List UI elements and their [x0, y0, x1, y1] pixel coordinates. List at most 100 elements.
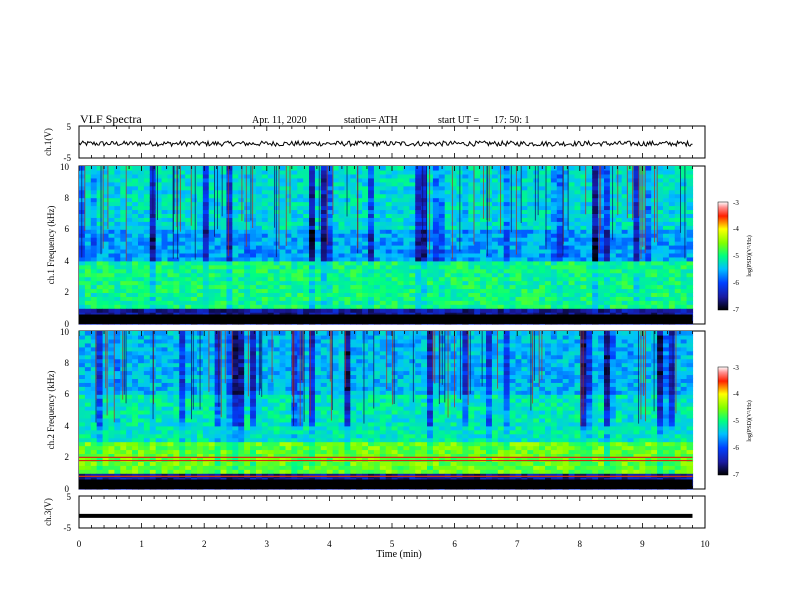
spectrogram-cell [108, 304, 115, 309]
spectrogram-cell [214, 248, 222, 254]
spectrogram-cell [586, 308, 593, 313]
spectrogram-cell [391, 209, 399, 214]
spectrogram-cell [167, 433, 174, 439]
spectrogram-cell [120, 205, 127, 211]
spectrogram-cell [196, 292, 204, 297]
spectrogram-cell [421, 197, 428, 203]
spectrogram-cell [480, 252, 487, 258]
spectrogram-cell [285, 169, 292, 175]
spectrogram-cell [179, 292, 186, 297]
spectrogram-cell [173, 362, 180, 368]
spectrogram-cell [191, 173, 198, 179]
spectrogram-cell [421, 209, 428, 214]
spectrogram-cell [415, 181, 422, 187]
spectrogram-cell [344, 272, 351, 278]
ch1-ytick-8: 8 [65, 193, 70, 203]
spectrogram-cell [645, 173, 652, 179]
spectrogram-cell [179, 350, 186, 356]
spectrogram-cell [497, 264, 505, 270]
spectrogram-cell [114, 461, 121, 466]
spectrogram-cell [657, 225, 664, 230]
spectrogram-cell [509, 256, 517, 262]
spectrogram-cell [497, 296, 505, 301]
spectrogram-cell [621, 256, 629, 262]
spectrogram-cell [368, 264, 375, 270]
spectrogram-cell [615, 209, 623, 214]
spectrogram-cell [415, 166, 422, 171]
spectrogram-cell [155, 197, 163, 203]
spectrogram-cell [598, 260, 605, 266]
spectrogram-cell [102, 429, 110, 435]
spectrogram-cell [432, 166, 440, 171]
spectrogram-cell [155, 229, 163, 234]
spectrogram-cell [468, 241, 475, 246]
spectrogram-cell [132, 237, 139, 242]
spectrogram-cell [432, 284, 440, 290]
spectrogram-cell [686, 221, 694, 226]
spectrogram-cell [598, 181, 605, 187]
spectrogram-cell [279, 221, 287, 226]
spectrogram-cell [114, 304, 121, 309]
spectrogram-cell [362, 248, 369, 254]
spectrogram-cell [657, 233, 664, 238]
spectrogram-cell [497, 268, 505, 274]
spectrogram-cell [344, 233, 351, 238]
spectrogram-cell [497, 237, 505, 242]
spectrogram-cell [96, 201, 104, 207]
spectrogram-cell [521, 209, 528, 214]
spectrogram-cell [373, 189, 381, 195]
spectrogram-cell [627, 245, 635, 250]
spectrogram-cell [651, 304, 658, 309]
spectrogram-cell [574, 221, 581, 226]
spectrogram-cell [320, 209, 328, 214]
spectrogram-cell [627, 268, 635, 274]
spectrogram-cell [220, 304, 228, 309]
spectrogram-cell [668, 292, 676, 297]
spectrogram-cell [497, 173, 505, 179]
spectrogram-cell [191, 300, 198, 305]
spectrogram-cell [350, 185, 357, 191]
spectrogram-cell [326, 288, 334, 293]
spectrogram-cell [403, 245, 410, 250]
spectrogram-cell [132, 252, 139, 258]
spectrogram-cell [586, 209, 593, 214]
spectrogram-cell [438, 217, 446, 222]
spectrogram-cell [497, 213, 505, 218]
spectrogram-cell [132, 241, 139, 246]
spectrogram-cell [232, 185, 239, 191]
spectrogram-cell [503, 245, 511, 250]
spectrogram-cell [598, 308, 605, 313]
spectrogram-cell [368, 308, 375, 313]
spectrogram-cell [592, 185, 599, 191]
spectrogram-cell [474, 229, 481, 234]
spectrogram-cell [167, 252, 174, 258]
spectrogram-cell [208, 169, 216, 175]
spectrogram-cell [326, 229, 334, 234]
spectrogram-cell [662, 205, 670, 211]
spectrogram-cell [84, 350, 92, 356]
spectrogram-cell [208, 233, 216, 238]
spectrogram-cell [491, 189, 499, 195]
spectrogram-cell [497, 308, 505, 313]
spectrogram-cell [84, 421, 92, 427]
spectrogram-cell [79, 394, 86, 399]
spectrogram-cell [527, 217, 534, 222]
spectrogram-cell [586, 292, 593, 297]
spectrogram-cell [132, 300, 139, 305]
spectrogram-cell [244, 276, 251, 282]
spectrogram-cell [444, 284, 452, 290]
spectrogram-cell [226, 209, 233, 214]
spectrogram-cell [350, 296, 357, 301]
spectrogram-cell [96, 308, 104, 313]
spectrogram-cell [161, 350, 169, 356]
spectrogram-cell [309, 197, 316, 203]
spectrogram-cell [320, 221, 328, 226]
spectrogram-cell [96, 445, 104, 451]
spectrogram-cell [79, 292, 86, 297]
spectrogram-cell [137, 390, 145, 395]
spectrogram-cell [303, 288, 310, 293]
spectrogram-cell [179, 166, 186, 171]
spectrogram-cell [90, 354, 98, 360]
spectrogram-cell [533, 205, 540, 211]
spectrogram-cell [185, 241, 192, 246]
